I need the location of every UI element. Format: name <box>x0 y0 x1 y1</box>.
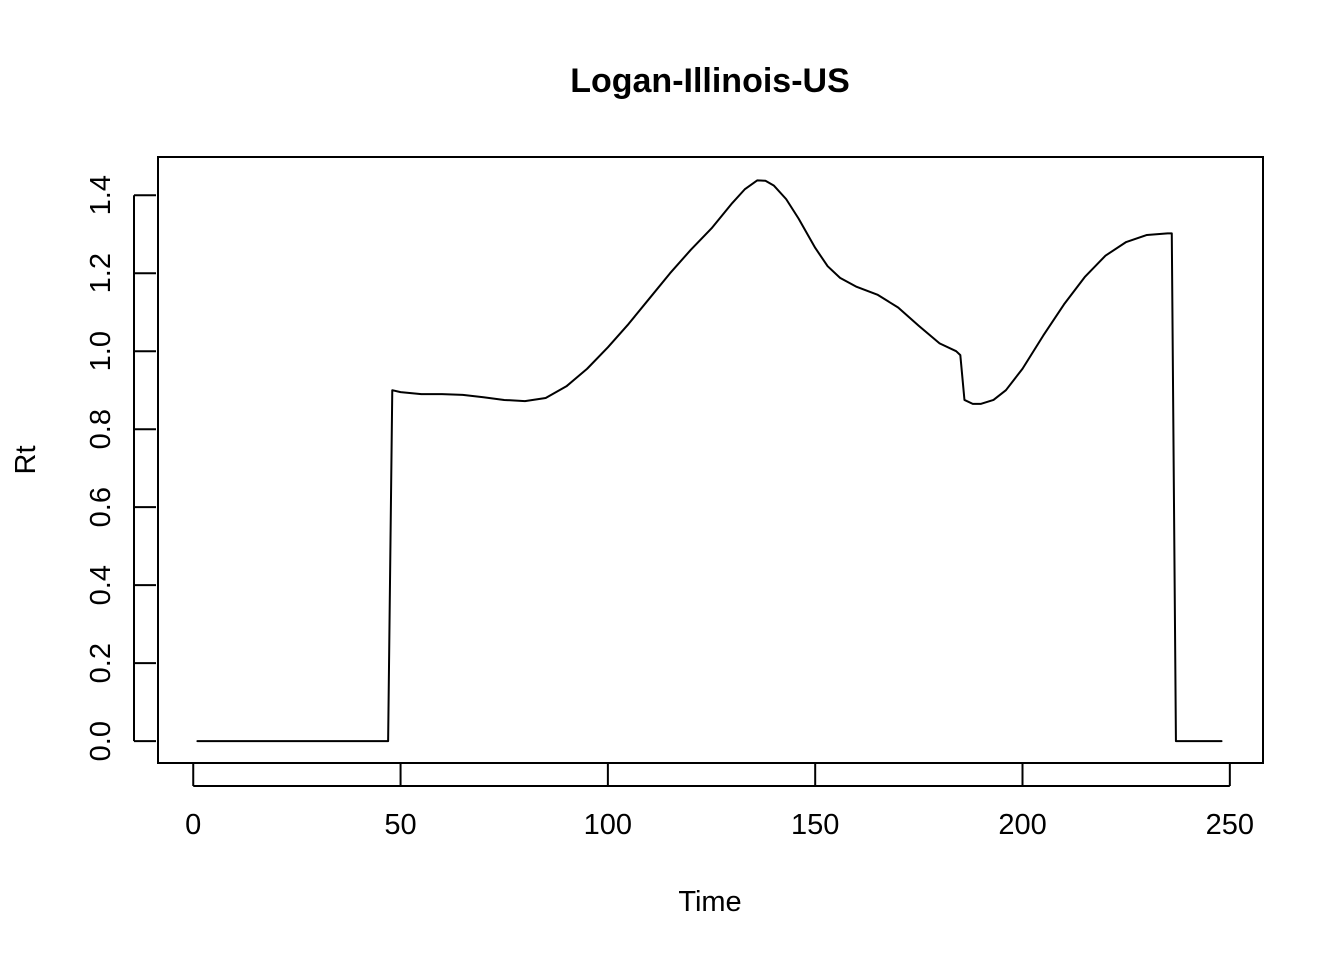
y-tick-label: 1.2 <box>85 253 117 293</box>
y-tick-label: 1.0 <box>85 331 117 371</box>
plot-frame <box>157 156 1264 764</box>
x-tick-label: 100 <box>584 809 632 841</box>
y-tick-label: 1.4 <box>85 175 117 215</box>
chart-title: Logan-Illinois-US <box>570 62 850 100</box>
y-tick-label: 0.4 <box>85 565 117 605</box>
x-tick-label: 250 <box>1206 809 1254 841</box>
x-tick-label: 0 <box>185 809 201 841</box>
y-axis-label: Rt <box>10 446 42 475</box>
x-tick-label: 50 <box>384 809 416 841</box>
x-tick-label: 150 <box>791 809 839 841</box>
y-axis: 0.0 0.2 0.4 0.6 0.8 1.0 1.2 1.4 <box>85 175 156 761</box>
x-tick-label: 200 <box>998 809 1046 841</box>
y-tick-label: 0.6 <box>85 487 117 527</box>
y-tick-label: 0.0 <box>85 721 117 761</box>
y-tick-label: 0.8 <box>85 409 117 449</box>
x-axis-label: Time <box>678 886 741 918</box>
x-axis: 0 50 100 150 200 250 <box>185 764 1254 841</box>
rt-series-line <box>196 179 1223 743</box>
y-tick-label: 0.2 <box>85 643 117 683</box>
